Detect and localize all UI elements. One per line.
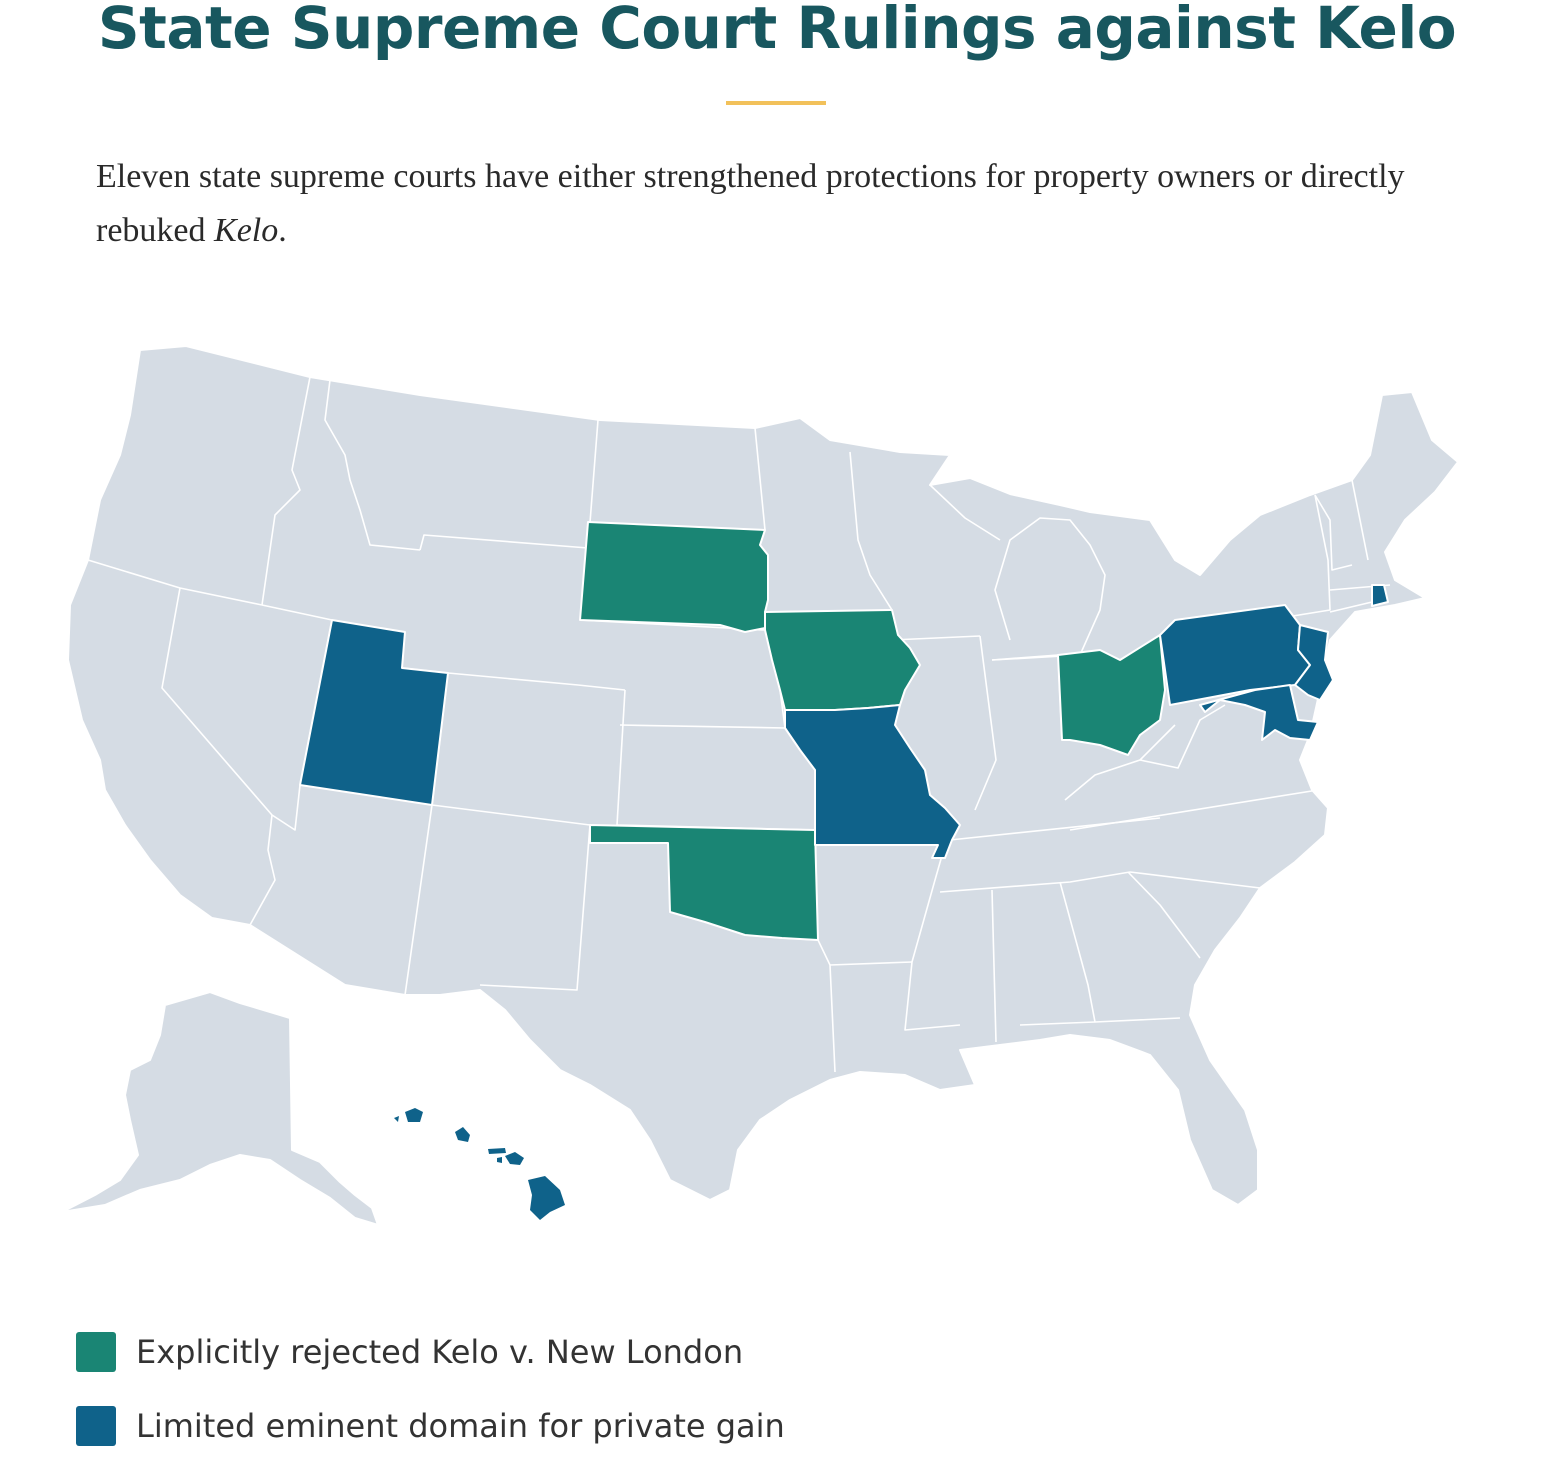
border-ct-ri (1329, 601, 1373, 613)
border-ga-sc (1127, 871, 1201, 959)
legend-label-limited: Limited eminent domain for private gain (136, 1407, 785, 1445)
border-mn-wi (849, 451, 893, 611)
state-south-dakota (579, 521, 769, 633)
border-nc-sc (1129, 871, 1261, 889)
border-or-ca-nv (161, 587, 273, 816)
description-end: . (278, 212, 287, 249)
border-ne-ks (619, 724, 786, 729)
border-ga-fl (1019, 1017, 1181, 1026)
border-az-nm (404, 804, 433, 996)
alaska-outline (61, 991, 379, 1226)
border-wi-il (891, 635, 981, 641)
border-va-nc (1069, 789, 1319, 831)
border-nv-az (271, 784, 301, 831)
state-hawaii (394, 1108, 565, 1220)
state-oklahoma (589, 824, 819, 941)
state-missouri (784, 704, 961, 859)
legend-swatch-rejected (76, 1332, 116, 1372)
border-ca-az (249, 814, 276, 926)
border-la-ms (904, 961, 961, 1031)
border-vt-nh (1314, 494, 1353, 571)
border-mt-wy (419, 534, 589, 551)
hawaii-lanai (497, 1157, 502, 1163)
page-title: State Supreme Court Rulings against Kelo (97, 0, 1457, 62)
border-ms-al (991, 889, 997, 1043)
border-mi-lower (991, 517, 1106, 661)
border-ky-va-wv (1064, 724, 1176, 801)
legend-label-rejected: Explicitly rejected Kelo v. New London (136, 1333, 744, 1371)
border-wv-va (1139, 704, 1226, 769)
highlighted-states (299, 521, 1389, 1220)
hawaii-oahu (455, 1127, 470, 1142)
state-rhode-island (1371, 584, 1389, 607)
hawaii-kauai (405, 1108, 423, 1122)
border-tn-south (939, 871, 1131, 893)
land-base (61, 345, 1459, 1226)
state-new-jersey (1294, 624, 1334, 701)
border-wa-id (261, 376, 311, 606)
legend-swatch-limited (76, 1406, 116, 1446)
border-nm-tx (479, 824, 591, 991)
border-nd-mn (754, 427, 766, 531)
map-description: Eleven state supreme courts have either … (96, 150, 1426, 258)
state-ohio (1057, 634, 1166, 756)
hawaii-molokai (488, 1148, 506, 1154)
border-nh-me (1351, 479, 1369, 561)
state-utah (299, 619, 449, 806)
description-emphasis: Kelo (214, 212, 279, 249)
hawaii-maui (505, 1152, 524, 1165)
hawaii-niihau (394, 1116, 399, 1122)
us-states-map (61, 345, 1459, 1226)
border-id-mt (324, 379, 421, 551)
border-ar-la (829, 961, 913, 966)
border-co-ks (616, 689, 626, 826)
border-il-in (974, 635, 997, 811)
border-co-nm (431, 804, 591, 826)
legend-item-limited: Limited eminent domain for private gain (76, 1406, 785, 1446)
border-al-ga (1059, 881, 1096, 1023)
border-mi-upper (929, 484, 1001, 541)
state-borders (87, 376, 1391, 1073)
title-divider (726, 101, 826, 105)
legend-item-rejected: Explicitly rejected Kelo v. New London (76, 1332, 743, 1372)
state-maryland (1199, 684, 1319, 741)
description-text: Eleven state supreme courts have either … (96, 158, 1405, 249)
hawaii-big-island (528, 1176, 565, 1220)
